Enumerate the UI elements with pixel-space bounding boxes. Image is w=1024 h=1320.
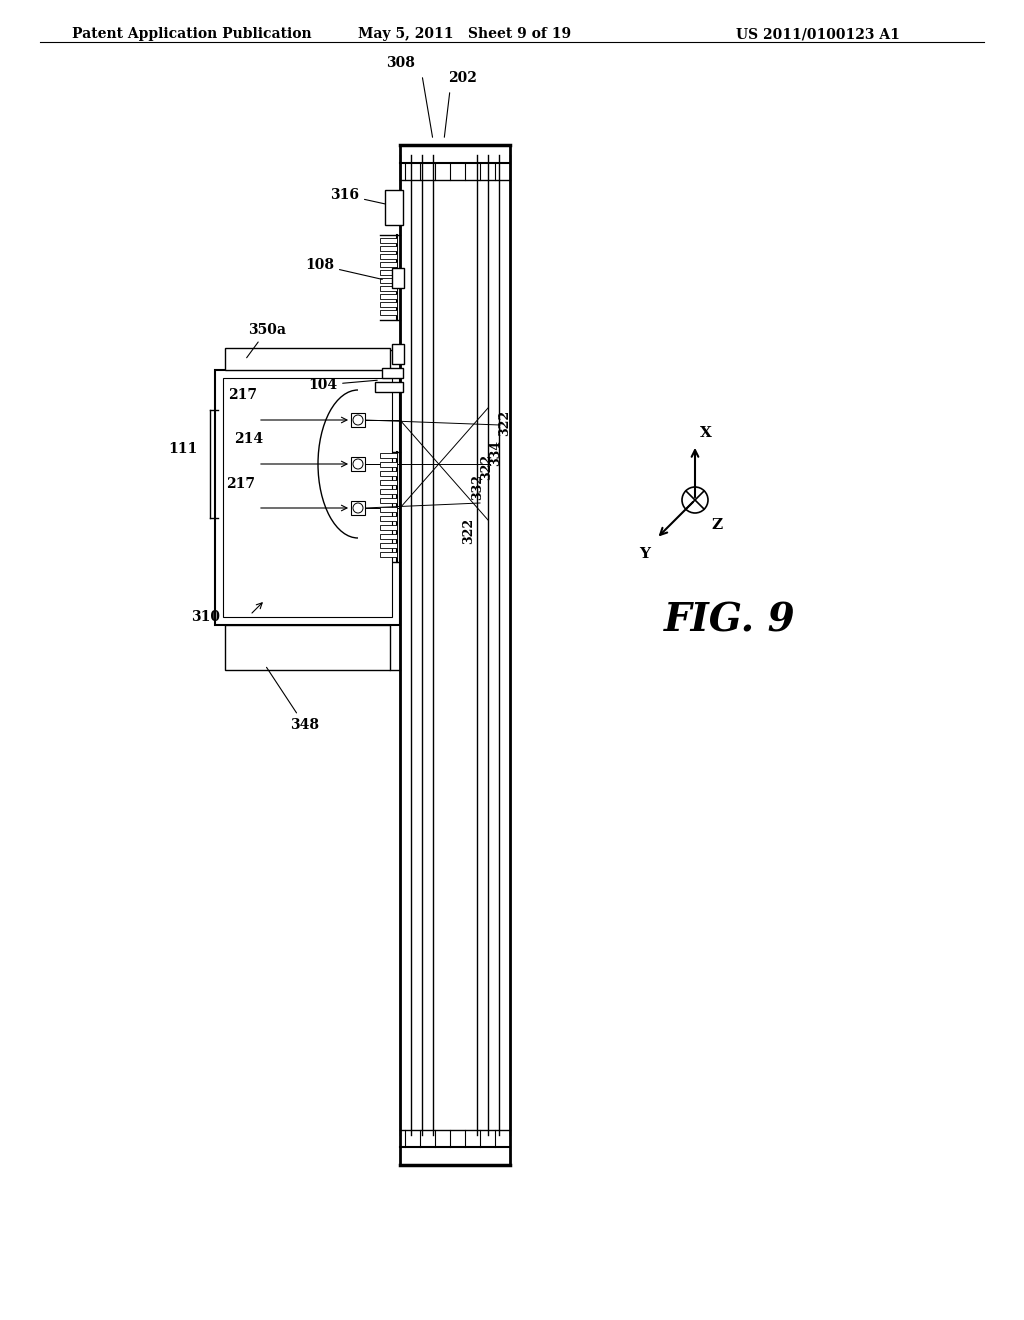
- Text: 322: 322: [499, 411, 512, 436]
- Bar: [380, 516, 397, 521]
- Bar: [380, 543, 397, 548]
- Text: 308: 308: [386, 55, 415, 70]
- Text: X: X: [700, 426, 712, 440]
- Text: 322: 322: [463, 517, 475, 544]
- Text: US 2011/0100123 A1: US 2011/0100123 A1: [736, 26, 900, 41]
- Bar: [380, 238, 397, 243]
- Bar: [380, 462, 397, 467]
- Bar: [380, 498, 397, 503]
- Text: 322: 322: [480, 454, 494, 480]
- Text: 111: 111: [169, 442, 198, 455]
- Bar: [223, 378, 392, 616]
- Bar: [380, 453, 397, 458]
- Bar: [351, 413, 365, 426]
- Text: 214: 214: [233, 432, 263, 446]
- Text: Patent Application Publication: Patent Application Publication: [72, 26, 311, 41]
- Bar: [351, 502, 365, 515]
- Text: 310: 310: [191, 610, 220, 624]
- Bar: [225, 624, 390, 671]
- Text: 316: 316: [330, 187, 387, 205]
- Bar: [380, 286, 397, 290]
- Text: 108: 108: [305, 257, 382, 280]
- Text: 348: 348: [266, 668, 319, 733]
- Bar: [392, 268, 404, 288]
- Text: Sheet 9 of 19: Sheet 9 of 19: [468, 26, 571, 41]
- Text: May 5, 2011: May 5, 2011: [358, 26, 454, 41]
- Bar: [380, 279, 397, 282]
- Bar: [392, 345, 404, 364]
- Bar: [380, 253, 397, 259]
- Text: Z: Z: [711, 517, 722, 532]
- Text: 350a: 350a: [247, 323, 286, 358]
- Bar: [215, 370, 400, 624]
- Text: Y: Y: [639, 546, 650, 561]
- Bar: [380, 525, 397, 531]
- Text: FIG. 9: FIG. 9: [665, 601, 796, 639]
- Bar: [380, 310, 397, 315]
- Bar: [375, 381, 403, 392]
- Bar: [380, 480, 397, 484]
- Text: 217: 217: [228, 388, 257, 403]
- Bar: [382, 368, 403, 378]
- Text: 217: 217: [226, 477, 255, 491]
- Bar: [380, 261, 397, 267]
- Bar: [380, 302, 397, 308]
- Bar: [380, 552, 397, 557]
- Text: 202: 202: [449, 71, 477, 84]
- Bar: [225, 348, 390, 370]
- Bar: [380, 246, 397, 251]
- Bar: [380, 488, 397, 494]
- Text: 334: 334: [489, 440, 503, 466]
- Bar: [380, 271, 397, 275]
- Bar: [380, 294, 397, 300]
- Text: 332: 332: [471, 474, 484, 500]
- Bar: [380, 535, 397, 539]
- Bar: [385, 190, 403, 224]
- Bar: [351, 457, 365, 471]
- Text: 104: 104: [308, 378, 377, 392]
- Bar: [380, 507, 397, 512]
- Bar: [380, 471, 397, 477]
